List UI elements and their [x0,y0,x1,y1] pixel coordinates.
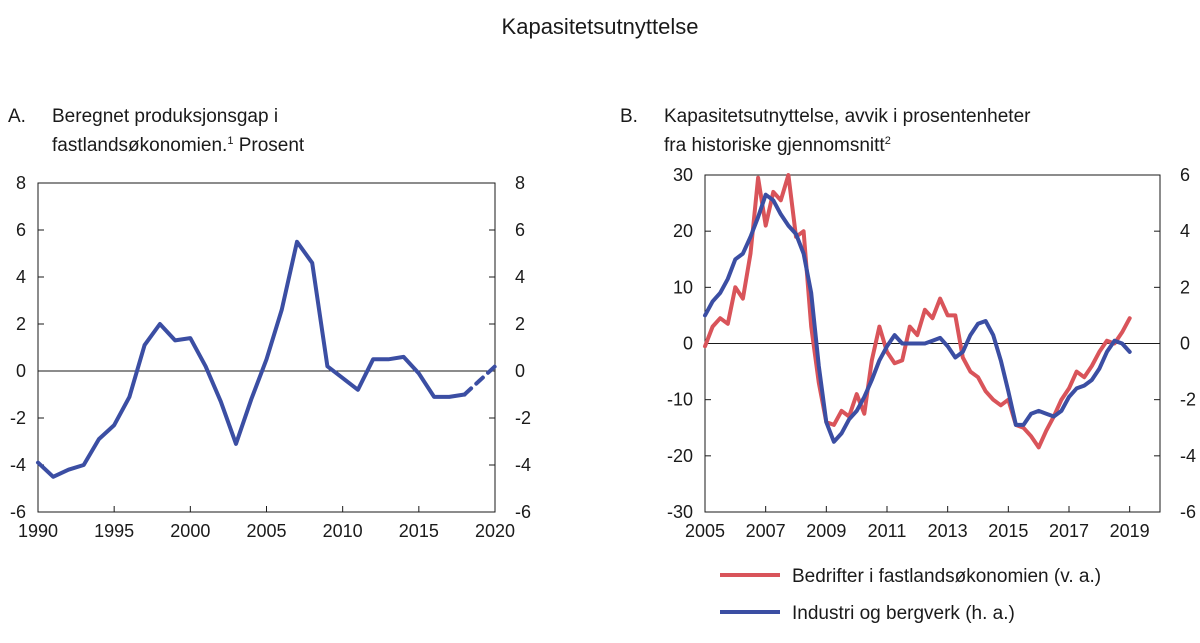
panel-a-x-tick-label: 1995 [94,521,134,541]
panel-a-left-tick-label: 8 [16,173,26,193]
panel-b-right-tick-label: -2 [1180,390,1196,410]
panel-a-x-tick-label: 2020 [475,521,515,541]
panel-a-right-tick-label: 6 [515,220,525,240]
panel-b-x-tick-label: 2017 [1049,521,1089,541]
panel-a-left-tick-label: -4 [10,455,26,475]
panel-b-right-tick-label: 4 [1180,221,1190,241]
panel-a-series-line-projection [462,364,497,397]
panel-a-left-tick-label: 2 [16,314,26,334]
panel-b-right-tick-label: 2 [1180,277,1190,297]
panel-b-series-line-1 [703,173,1132,450]
panel-b-right-tick-label: 0 [1180,334,1190,354]
panel-a-right-tick-label: 4 [515,267,525,287]
panel-a-plot-frame [37,182,496,513]
panel-b-right-tick-label: -6 [1180,502,1196,522]
panel-a-right-tick-label: 0 [515,361,525,381]
panel-a-right-tick-label: -2 [515,408,531,428]
panel-a-x-tick-label: 1990 [18,521,58,541]
panel-b-x-tick-label: 2015 [988,521,1028,541]
panel-a-right-tick-label: -4 [515,455,531,475]
panel-b-right-tick-label: 6 [1180,165,1190,185]
legend-label: Bedrifter i fastlandsøkonomien (v. a.) [792,566,1101,587]
panel-b-letter: B. [620,106,638,127]
panel-a-x-tick-label: 2015 [399,521,439,541]
panel-b-legend: Bedrifter i fastlandsøkonomien (v. a.) In… [720,566,1101,624]
panel-b-left-tick-label: 10 [673,277,693,297]
figure-title: Kapasitetsutnyttelse [501,14,699,39]
panel-a-chart: -6 -6 -4 -4 -2 -2 0 0 2 2 4 4 6 6 8 8 1990 1995 2000 2005 20… [10,173,531,541]
panel-b-x-tick-label: 2013 [928,521,968,541]
panel-b-x-tick-label: 2011 [868,521,907,541]
panel-a-title-tail: Prosent [233,135,305,156]
panel-a-left-tick-label: 6 [16,220,26,240]
panel-a-left-tick-label: -2 [10,408,26,428]
panel-b-title-line1: Kapasitetsutnyttelse, avvik i prosentenh… [664,106,1031,127]
legend-label: Industri og bergverk (h. a.) [792,603,1015,624]
panel-a-right-tick-label: 8 [515,173,525,193]
panel-a-footnote-mark: 1 [227,135,234,147]
panel-a-right-tick-label: 2 [515,314,525,334]
panel-a-x-tick-label: 2010 [323,521,363,541]
panel-a-title-line2: fastlandsøkonomien. [52,135,228,156]
panel-b-x-tick-label: 2009 [806,521,846,541]
panel-b-left-tick-label: 0 [683,334,693,354]
panel-b-x-tick-label: 2005 [685,521,725,541]
panel-b-left-tick-label: -10 [667,390,693,410]
panel-a-series-line [36,239,467,479]
panel-b-series-line-2 [703,192,1132,444]
panel-a-right-tick-label: -6 [515,502,531,522]
panel-b-title-line2: fra historiske gjennomsnitt [664,135,885,156]
panel-a-left-tick-label: 4 [16,267,26,287]
panel-b-footnote-mark: 2 [884,135,891,147]
panel-b-left-tick-label: -20 [667,446,693,466]
panel-b-left-tick-label: -30 [667,502,693,522]
panel-a-letter: A. [8,106,26,127]
panel-b-left-tick-label: 20 [673,221,693,241]
panel-b-x-tick-label: 2007 [746,521,786,541]
panel-a-left-tick-label: 0 [16,361,26,381]
panel-a-x-tick-label: 2000 [170,521,210,541]
panel-b-x-tick-label: 2019 [1110,521,1150,541]
panel-a-left-tick-label: -6 [10,502,26,522]
panel-a-x-tick-label: 2005 [246,521,286,541]
panel-b-left-tick-label: 30 [673,165,693,185]
panel-a-title-line1: Beregnet produksjonsgap i [52,106,279,127]
panel-b-right-tick-label: -4 [1180,446,1196,466]
